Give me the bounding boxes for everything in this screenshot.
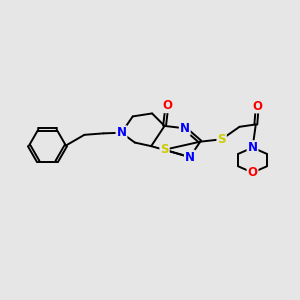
Text: N: N xyxy=(180,122,190,135)
Text: S: S xyxy=(160,143,169,156)
Text: O: O xyxy=(248,166,257,179)
Text: O: O xyxy=(162,99,172,112)
Text: N: N xyxy=(248,141,257,154)
Text: O: O xyxy=(252,100,262,112)
Text: N: N xyxy=(116,126,127,139)
Text: S: S xyxy=(218,133,226,146)
Text: N: N xyxy=(185,151,195,164)
